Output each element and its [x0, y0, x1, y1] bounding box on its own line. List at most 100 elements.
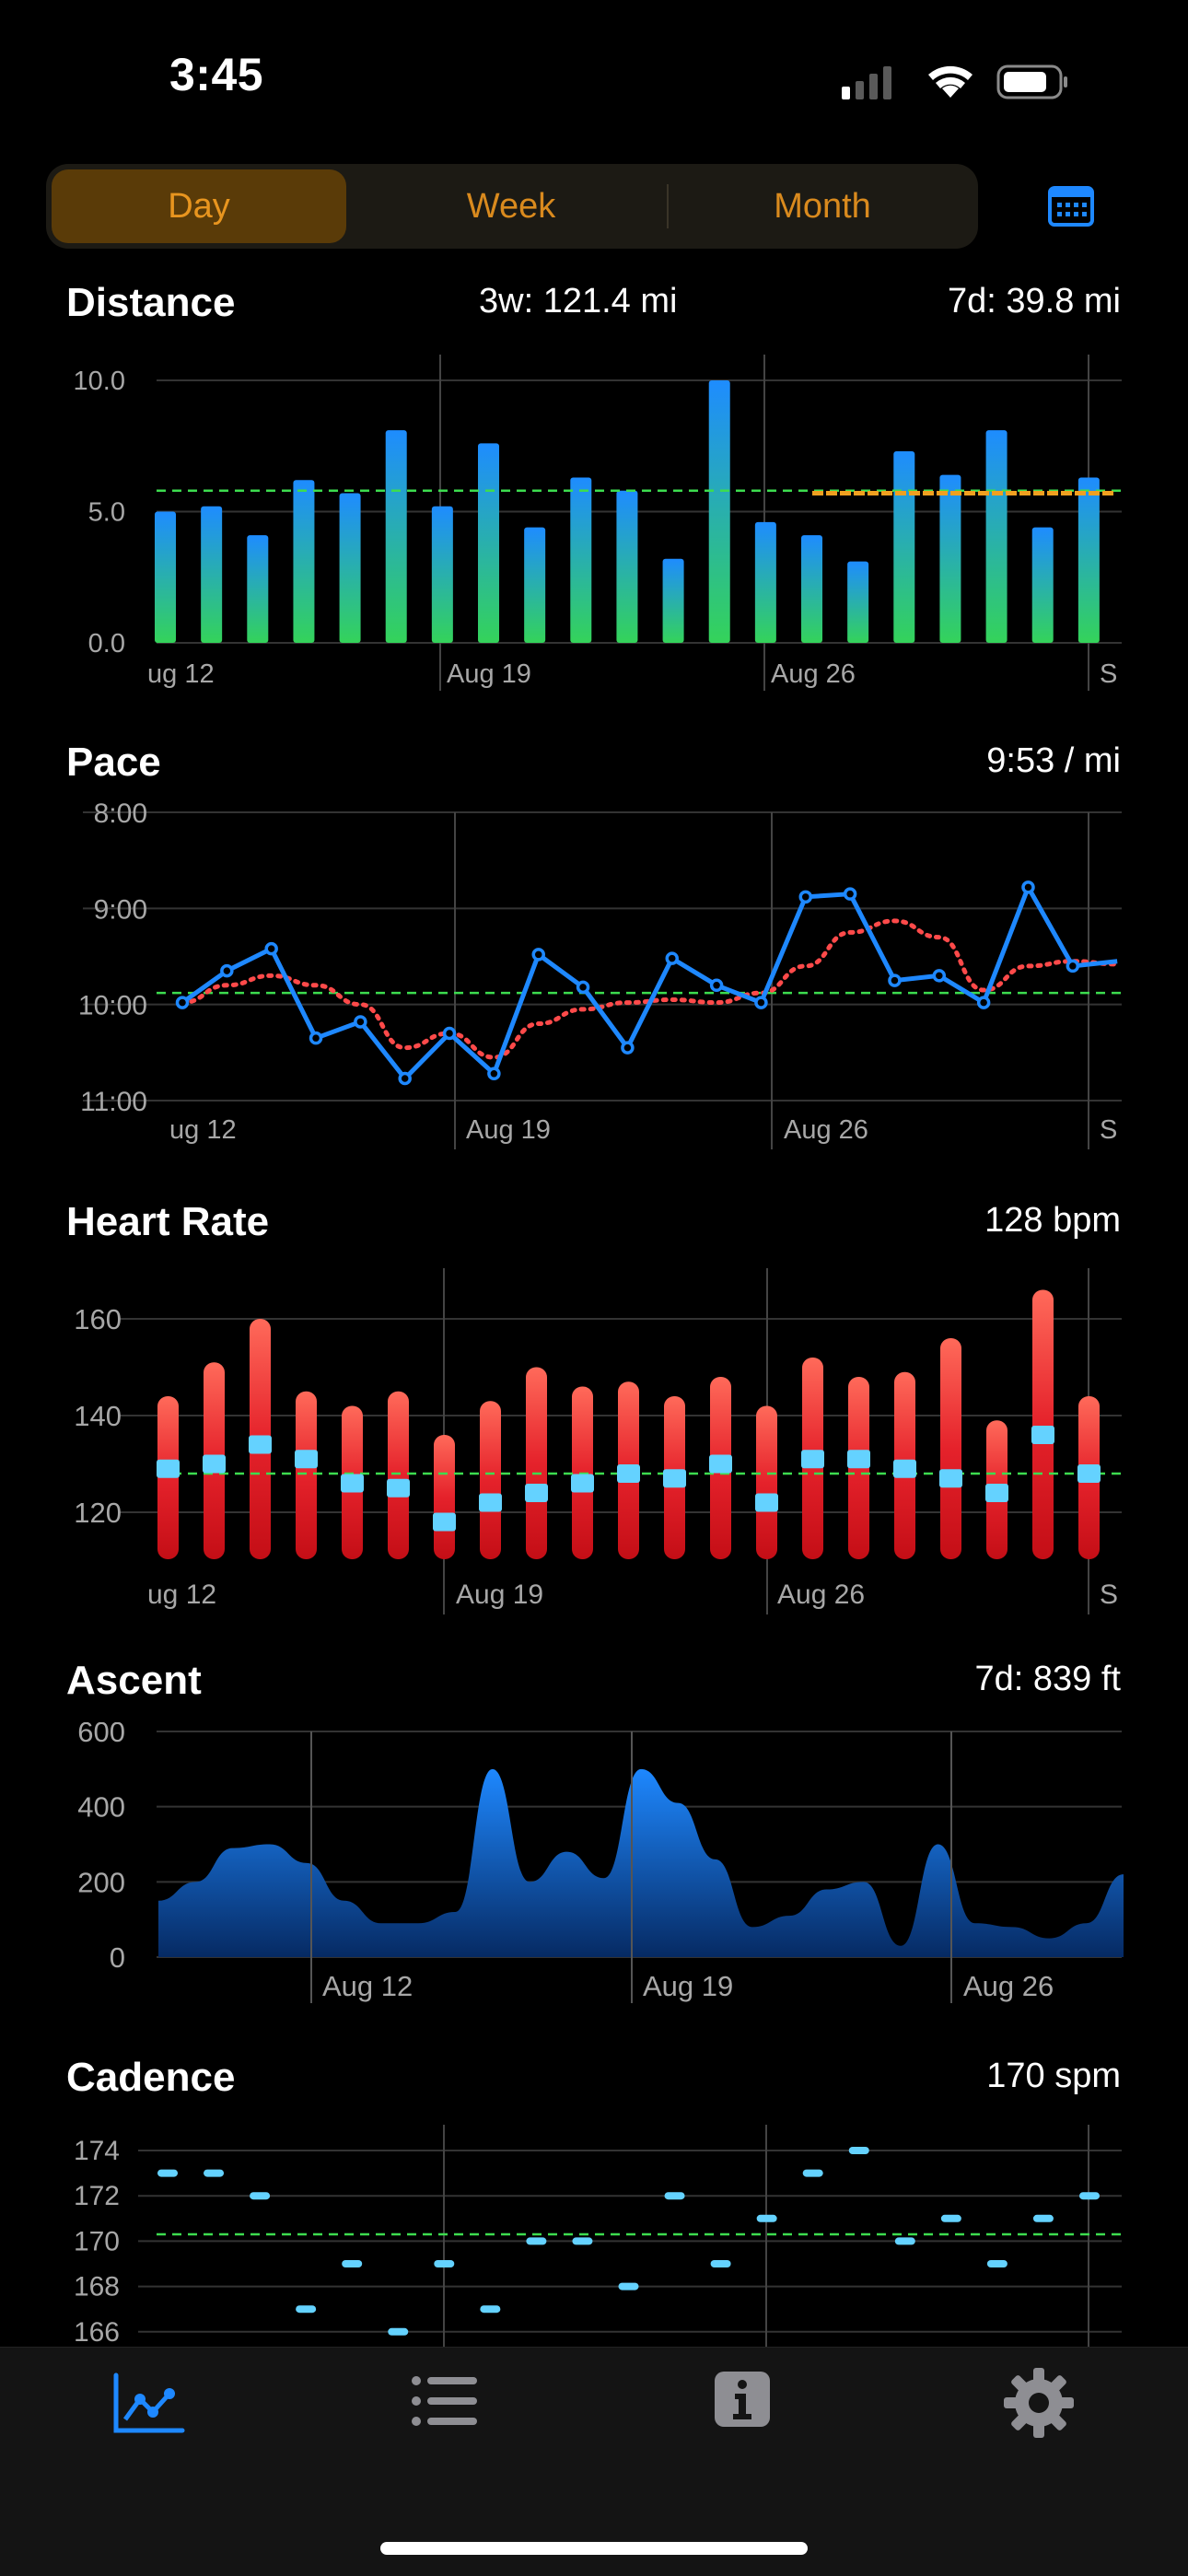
x-tick-label: Aug 26 [777, 1579, 865, 1610]
x-tick-label: Aug 12 [322, 1970, 413, 2002]
heart-rate-range-bar [434, 1435, 455, 1559]
y-tick-label: 400 [77, 1791, 125, 1824]
ascent-title: Ascent [66, 1658, 202, 1703]
calendar-icon[interactable] [1048, 184, 1094, 227]
heart-rate-average-marker [1077, 1464, 1101, 1483]
heart-rate-average-marker [525, 1484, 548, 1502]
cadence-point [940, 2214, 961, 2222]
distance-3w-total: 3w: 121.4 mi [479, 282, 678, 321]
distance-bar [616, 490, 638, 643]
cadence-point [388, 2327, 409, 2336]
cadence-point [664, 2192, 685, 2200]
distance-bar [155, 511, 177, 643]
distance-bar [893, 450, 915, 643]
distance-bar [524, 527, 546, 643]
distance-bar [662, 558, 684, 643]
heart-rate-chart: 160 140 120 ug 12 Aug 19 Aug 26 S [74, 1268, 1122, 1614]
pace-point [976, 996, 991, 1009]
y-tick-label: 120 [74, 1497, 122, 1529]
pace-title: Pace [66, 740, 161, 785]
heart-rate-range-bar [1032, 1289, 1054, 1559]
heart-rate-average-marker [571, 1474, 594, 1493]
segment-week[interactable]: Week [466, 187, 556, 226]
pace-point [932, 969, 947, 983]
cadence-point [1032, 2214, 1054, 2222]
heart-rate-range-bar [526, 1367, 547, 1559]
gear-icon[interactable] [1004, 2368, 1074, 2438]
y-tick-label: 168 [74, 2272, 120, 2302]
distance-bar [293, 480, 315, 643]
heart-rate-average-marker [939, 1469, 962, 1488]
cellular-signal-icon [842, 66, 891, 99]
pace-line [181, 884, 1118, 1081]
x-tick-label: S [1100, 1115, 1117, 1145]
x-tick-label: ug 12 [147, 659, 215, 689]
cadence-point [848, 2147, 869, 2154]
pace-point [354, 1015, 367, 1029]
heart-rate-range-bar [480, 1401, 501, 1559]
segment-month[interactable]: Month [774, 187, 871, 226]
y-tick-label: 140 [74, 1400, 122, 1432]
y-tick-label: 11:00 [80, 1087, 147, 1117]
pace-point [621, 1041, 635, 1055]
heart-rate-average: 128 bpm [984, 1201, 1121, 1240]
x-tick-label: S [1100, 1579, 1118, 1610]
distance-title: Distance [66, 280, 236, 325]
status-time: 3:45 [169, 49, 264, 100]
distance-bar [1031, 527, 1054, 643]
y-tick-label: 600 [77, 1722, 125, 1748]
battery-icon [996, 64, 1067, 99]
distance-bar [801, 535, 823, 643]
cadence-point [157, 2169, 178, 2177]
cadence-point [526, 2237, 547, 2245]
pace-point [398, 1071, 412, 1086]
cadence-point [296, 2305, 317, 2314]
status-icons [842, 64, 1067, 99]
heart-rate-average-marker [1031, 1426, 1054, 1444]
pace-point [442, 1026, 457, 1041]
distance-bar [201, 506, 223, 643]
list-tab-icon[interactable] [411, 2373, 479, 2429]
distance-bar [247, 535, 269, 643]
y-tick-label: 170 [74, 2226, 120, 2256]
chart-tab-icon[interactable] [112, 2372, 186, 2434]
distance-chart: 10.0 5.0 0.0 ug 12 Aug 19 Aug 26 S [74, 355, 1122, 691]
x-tick-label: Aug 19 [466, 1115, 551, 1145]
x-tick-label: Aug 19 [643, 1970, 733, 2002]
pace-point [220, 963, 234, 978]
pace-point [487, 1067, 501, 1081]
heart-rate-average-marker [479, 1493, 502, 1512]
heart-rate-range-bar [940, 1338, 961, 1559]
distance-bar [431, 506, 453, 643]
cadence-point [480, 2305, 501, 2314]
ascent-7d-total: 7d: 839 ft [974, 1660, 1121, 1698]
cadence-point [434, 2260, 455, 2267]
distance-7d-total: 7d: 39.8 mi [948, 282, 1121, 321]
x-tick-label: Aug 19 [456, 1579, 543, 1610]
distance-bar [708, 380, 730, 643]
heart-rate-title: Heart Rate [66, 1199, 270, 1244]
pace-point [843, 887, 857, 901]
heart-rate-average-marker [893, 1459, 916, 1478]
pace-point [1021, 880, 1035, 894]
cadence-point [986, 2260, 1007, 2267]
x-tick-label: Aug 19 [447, 659, 531, 689]
distance-bar [385, 430, 407, 643]
distance-bar [754, 521, 776, 643]
distance-bar [847, 561, 869, 643]
pace-point [264, 941, 278, 956]
pace-point [888, 973, 902, 987]
cadence-point [802, 2169, 823, 2177]
period-segmented-control: Day Week Month [46, 164, 978, 249]
pace-chart: 8:00 9:00 10:00 11:00 ug 12 Aug 19 Aug 26 S [78, 801, 1122, 1149]
y-tick-label: 200 [77, 1866, 125, 1898]
cadence-point [1079, 2192, 1100, 2200]
cadence-point [894, 2237, 915, 2245]
heart-rate-average-marker [847, 1450, 870, 1469]
x-tick-label: ug 12 [147, 1579, 216, 1610]
x-tick-label: Aug 26 [771, 659, 856, 689]
cadence-point [710, 2260, 731, 2267]
info-tab-icon[interactable] [713, 2370, 772, 2429]
segment-day[interactable]: Day [52, 169, 346, 243]
y-tick-label: 174 [74, 2136, 120, 2166]
